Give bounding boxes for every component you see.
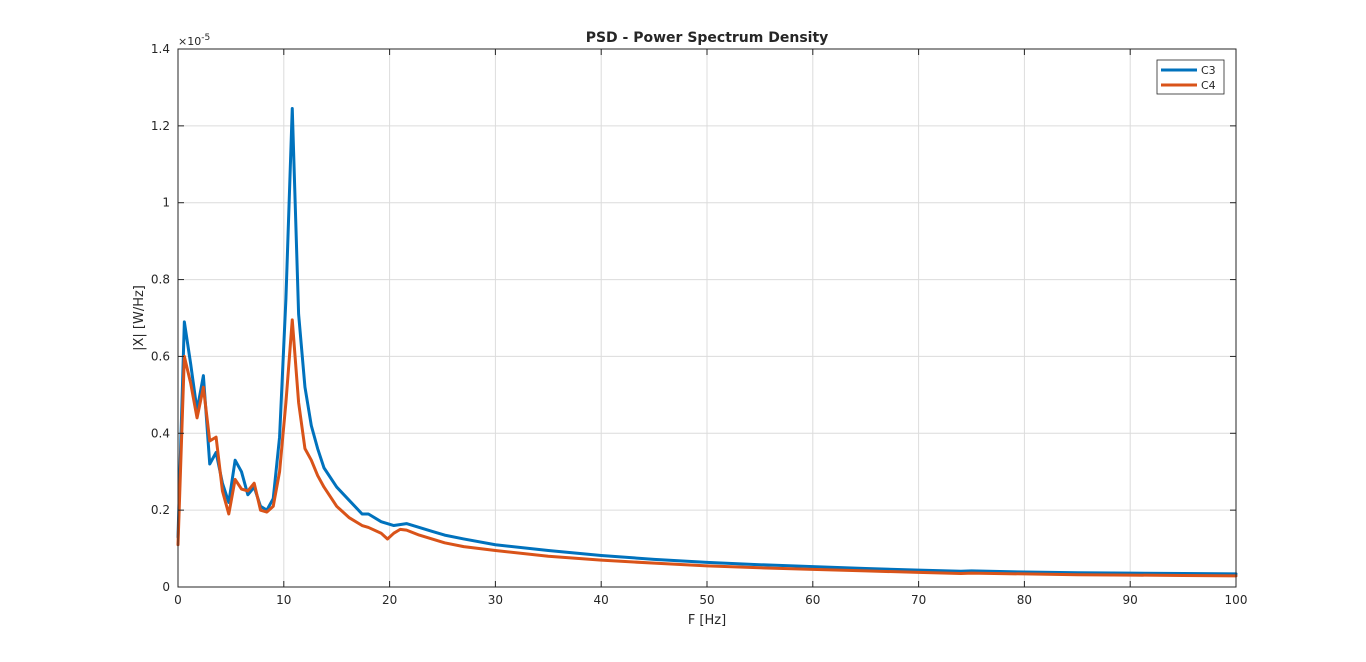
y-tick-label: 1.2 [151, 119, 170, 133]
tick-marks [177, 48, 1237, 588]
y-exponent-power: -5 [201, 33, 210, 43]
y-tick-label: 1.4 [151, 42, 170, 56]
x-tick-label: 90 [1123, 593, 1138, 607]
y-tick-label: 0.6 [151, 349, 170, 363]
tick-labels: 0 10 20 30 40 50 60 70 80 90 100 0 0.2 0.4 0.6 0.8 1 1.2 1… [151, 42, 1248, 607]
x-tick-label: 60 [805, 593, 820, 607]
series-line-c4 [176, 318, 1238, 578]
y-tick-label: 0 [162, 580, 170, 594]
y-tick-label: 0.2 [151, 503, 170, 517]
legend-label-c4: C4 [1201, 79, 1216, 92]
chart-title: PSD - Power Spectrum Density [586, 30, 829, 46]
x-tick-label: 50 [699, 593, 714, 607]
x-tick-label: 10 [276, 593, 291, 607]
y-tick-label: 0.4 [151, 426, 170, 440]
y-axis-exponent: ×10-5 [178, 33, 210, 48]
x-tick-label: 30 [488, 593, 503, 607]
series-line-c3 [176, 107, 1238, 576]
legend-box [1156, 59, 1225, 95]
grid-lines [178, 49, 1236, 587]
x-tick-label: 80 [1017, 593, 1032, 607]
x-tick-label: 20 [382, 593, 397, 607]
y-tick-label: 0.8 [151, 273, 170, 287]
y-axis-label: |X| [W/Hz] [132, 285, 147, 351]
y-exponent-base: ×10 [178, 35, 201, 48]
x-tick-label: 0 [174, 593, 182, 607]
x-tick-label: 100 [1225, 593, 1248, 607]
x-axis-label: F [Hz] [688, 613, 726, 628]
x-tick-label: 70 [911, 593, 926, 607]
y-tick-label: 1 [162, 196, 170, 210]
x-tick-label: 40 [594, 593, 609, 607]
legend-label-c3: C3 [1201, 64, 1216, 77]
series-lines [176, 107, 1238, 578]
